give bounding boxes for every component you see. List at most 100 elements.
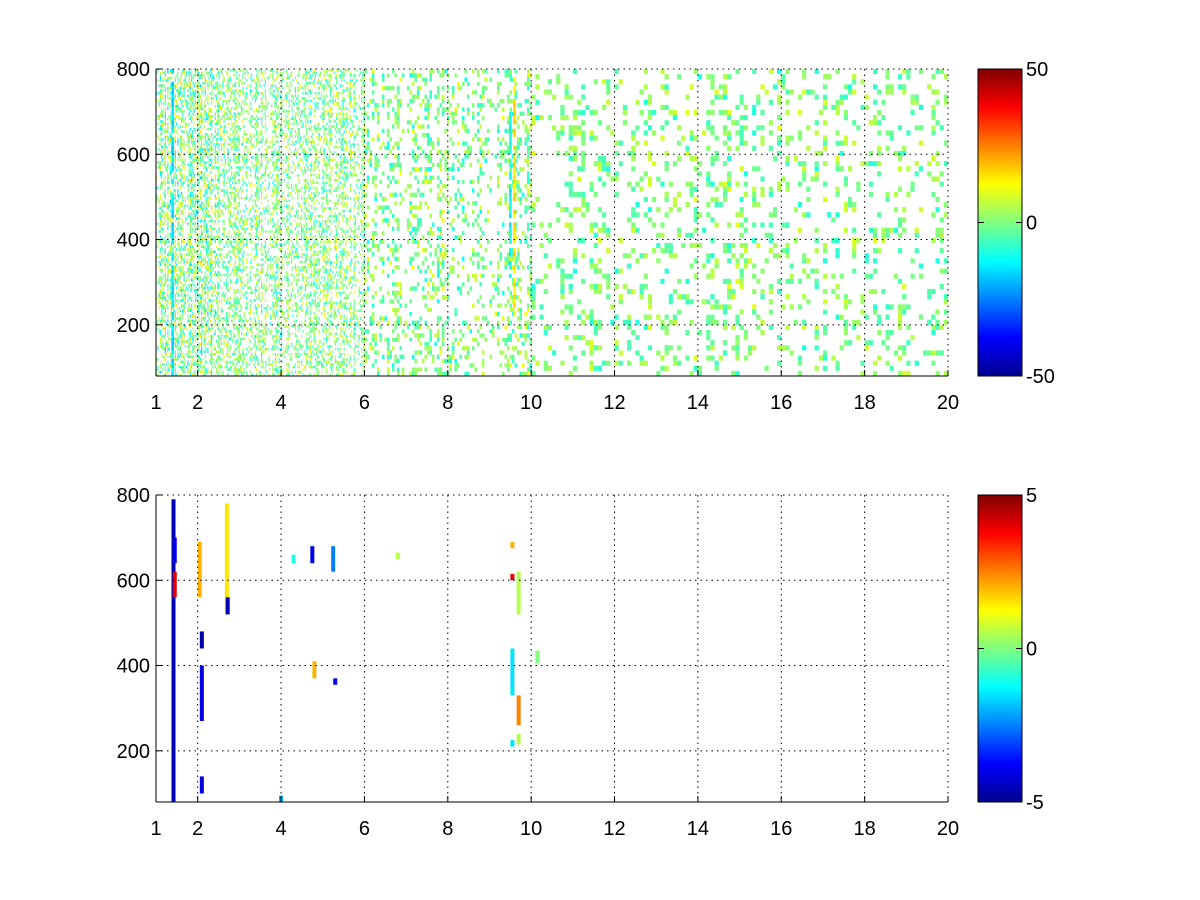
heatmap-cell: [266, 370, 268, 374]
heatmap-cell: [181, 227, 183, 231]
heatmap-cell: [218, 265, 220, 269]
heatmap-cell: [186, 130, 188, 133]
heatmap-cell: [233, 179, 235, 182]
heatmap-cell: [228, 250, 230, 254]
heatmap-cell: [236, 138, 238, 141]
heatmap-cell: [198, 181, 200, 185]
heatmap-cell: [277, 115, 279, 118]
heatmap-cell: [217, 304, 219, 307]
heatmap-cell: [159, 79, 161, 82]
heatmap-cell: [266, 271, 268, 274]
heatmap-cell: [196, 158, 198, 162]
heatmap-cell: [182, 342, 184, 346]
heatmap-cell: [229, 212, 232, 215]
heatmap-cell: [158, 299, 160, 302]
heatmap-cell: [204, 140, 207, 144]
heatmap-cell: [182, 166, 184, 169]
heatmap-cell: [189, 71, 192, 75]
heatmap-cell: [212, 335, 214, 338]
heatmap-cell: [274, 166, 277, 169]
heatmap-cell: [167, 289, 169, 292]
heatmap-cell: [276, 127, 278, 131]
heatmap-cell: [221, 240, 223, 243]
heatmap-cell: [177, 240, 179, 243]
heatmap-cell: [234, 217, 237, 220]
heatmap-cell: [186, 286, 188, 290]
heatmap-cell: [247, 319, 249, 323]
heatmap-cell: [267, 230, 269, 233]
heatmap-cell: [236, 296, 238, 300]
heatmap-cell: [192, 89, 194, 93]
heatmap-cell: [224, 294, 227, 297]
heatmap-cell: [176, 130, 178, 133]
heatmap-cell: [254, 235, 257, 238]
heatmap-cell: [177, 347, 179, 351]
heatmap-cell: [186, 102, 188, 105]
heatmap-cell: [177, 278, 179, 282]
heatmap-cell: [184, 117, 187, 121]
heatmap-cell: [217, 260, 219, 264]
heatmap-cell: [227, 81, 229, 85]
heatmap-cell: [276, 176, 278, 180]
heatmap-cell: [279, 322, 282, 325]
heatmap-cell: [261, 186, 263, 190]
heatmap-cell: [183, 176, 185, 180]
heatmap-cell: [201, 260, 203, 264]
heatmap-cell: [192, 204, 194, 208]
heatmap-cell: [233, 122, 235, 126]
heatmap-cell: [246, 109, 248, 113]
heatmap-cell: [204, 104, 207, 108]
heatmap-cell: [238, 232, 240, 236]
heatmap-cell: [187, 107, 189, 110]
heatmap-cell: [242, 135, 244, 139]
heatmap-cell: [209, 335, 212, 338]
heatmap-cell: [264, 92, 267, 95]
heatmap-cell: [217, 214, 219, 218]
heatmap-cell: [197, 263, 199, 266]
heatmap-cell: [249, 327, 252, 330]
heatmap-cell: [201, 150, 203, 154]
heatmap-cell: [214, 294, 217, 297]
heatmap-cell: [221, 317, 223, 320]
heatmap-cell: [174, 214, 177, 218]
heatmap-cell: [264, 117, 267, 121]
heatmap-cell: [249, 240, 252, 243]
heatmap-cell: [258, 81, 260, 85]
heatmap-cell: [159, 296, 161, 300]
heatmap-cell: [186, 122, 188, 126]
heatmap-cell: [287, 163, 289, 167]
heatmap-cell: [241, 368, 243, 371]
heatmap-cell: [287, 194, 289, 197]
heatmap-cell: [212, 189, 214, 192]
heatmap-cell: [212, 227, 214, 231]
heatmap-cell: [233, 268, 235, 272]
heatmap-cell: [191, 219, 193, 223]
heatmap-cell: [269, 86, 272, 90]
heatmap-cell: [159, 289, 161, 292]
heatmap-cell: [204, 314, 207, 318]
heatmap-cell: [241, 196, 243, 200]
heatmap-cell: [276, 184, 278, 187]
heatmap-cell: [156, 199, 158, 203]
heatmap-cell: [218, 283, 220, 287]
heatmap-cell: [221, 365, 223, 369]
heatmap-cell: [228, 168, 230, 172]
heatmap-cell: [223, 335, 225, 338]
heatmap-cell: [163, 122, 165, 126]
heatmap-cell: [264, 368, 267, 371]
heatmap-cell: [242, 268, 244, 272]
heatmap-cell: [198, 358, 200, 361]
heatmap-cell: [178, 250, 180, 254]
heatmap-cell: [214, 112, 217, 116]
heatmap-cell: [211, 370, 213, 374]
heatmap-cell: [228, 122, 230, 126]
heatmap-cell: [197, 171, 199, 174]
heatmap-cell: [226, 130, 228, 133]
heatmap-cell: [177, 184, 179, 187]
heatmap-cell: [239, 365, 242, 369]
heatmap-cell: [272, 74, 274, 77]
heatmap-cell: [277, 368, 279, 371]
heatmap-cell: [226, 319, 228, 323]
heatmap-cell: [223, 319, 225, 323]
heatmap-cell: [217, 155, 219, 159]
